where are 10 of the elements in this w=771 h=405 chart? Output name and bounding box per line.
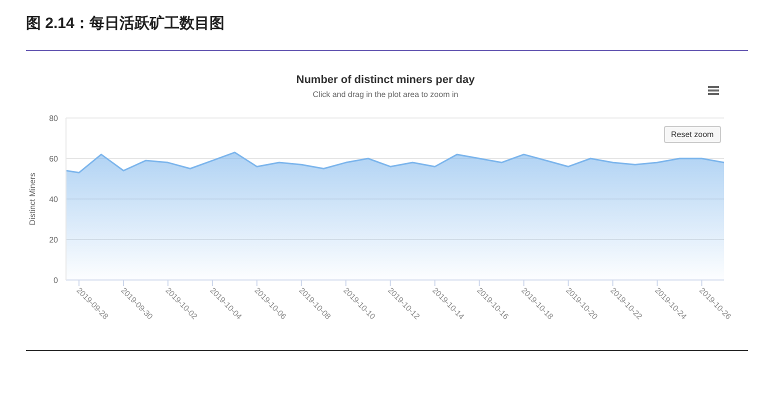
- y-tick-label: 80: [49, 114, 59, 123]
- caption: 图 2.14：每日活跃矿工数目图: [26, 14, 224, 33]
- y-tick-label: 40: [49, 194, 59, 204]
- y-tick-label: 0: [54, 276, 59, 285]
- y-tick-label: 60: [49, 154, 59, 164]
- chart-title: Number of distinct miners per day: [295, 74, 476, 86]
- chart-subtitle: Click and drag in the plot area to zoom in: [312, 90, 460, 99]
- y-tick-label: 20: [49, 235, 59, 244]
- reset-zoom-button: Reset zoom: [664, 126, 721, 143]
- y-axis-title: Distinct Miners: [28, 172, 37, 226]
